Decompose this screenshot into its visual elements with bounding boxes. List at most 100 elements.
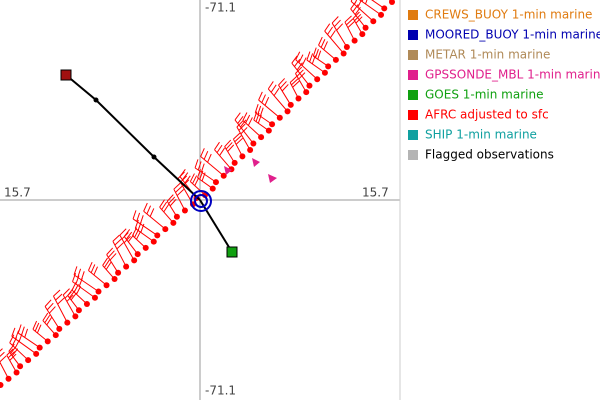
obs-point (162, 226, 169, 233)
barb-feather (216, 144, 223, 153)
barb-feather (261, 94, 266, 103)
barb-feather (318, 36, 323, 46)
barb-feather (179, 169, 186, 177)
barb-staff (119, 234, 135, 261)
barb-feather (331, 16, 339, 24)
barb-feather (292, 80, 300, 88)
barb-feather (203, 150, 209, 160)
barb-staff (62, 294, 76, 317)
legend-swatch (408, 70, 418, 80)
barb-feather (329, 30, 336, 39)
sonde-marker (268, 174, 277, 183)
barb-feather (136, 231, 142, 240)
barb-feather (225, 142, 233, 150)
barb-feather (240, 119, 247, 128)
legend-label: GPSSONDE_MBL 1-min marine (425, 68, 600, 82)
barb-feather (112, 234, 120, 242)
barb-staff (234, 119, 254, 144)
barb-feather (327, 26, 333, 35)
barb-feather (295, 66, 303, 74)
barb-staff (200, 156, 225, 177)
barb-feather (320, 39, 326, 48)
obs-point (250, 140, 257, 147)
barb-feather (134, 219, 139, 229)
barb-feather (123, 235, 131, 244)
barb-feather (32, 320, 38, 330)
barb-staff (17, 332, 40, 349)
obs-point (284, 108, 291, 115)
obs-point (287, 101, 294, 108)
legend-swatch (408, 50, 418, 60)
barb-staff (11, 335, 37, 355)
barb-feather (224, 139, 232, 148)
barb-staff (190, 181, 206, 196)
obs-point (381, 5, 388, 12)
obs-point (103, 282, 110, 289)
barb-feather (88, 262, 93, 271)
barb-staff (291, 62, 310, 86)
barb-staff (194, 167, 217, 183)
legend-swatch (408, 150, 418, 160)
barb-feather (109, 253, 117, 261)
barb-staff (350, 8, 366, 29)
obs-point (340, 50, 347, 57)
barb-feather (159, 199, 166, 208)
obs-point (265, 127, 272, 134)
barb-staff (166, 200, 178, 217)
barb-feather (184, 175, 191, 184)
barb-feather (166, 194, 174, 202)
track-point (151, 154, 157, 160)
barb-staff (132, 235, 147, 249)
barb-feather (9, 334, 15, 343)
barb-feather (294, 58, 301, 67)
barb-feather (149, 208, 155, 217)
obs-point (154, 232, 161, 239)
barb-feather (278, 78, 285, 86)
barb-feather (24, 328, 29, 338)
center-ring (194, 194, 208, 208)
track-line (199, 199, 233, 253)
barb-feather (17, 324, 22, 334)
barb-feather (0, 355, 7, 363)
obs-point (389, 0, 395, 5)
barb-feather (132, 210, 137, 220)
barb-staff (278, 84, 292, 106)
barb-staff (295, 59, 318, 80)
barb-feather (312, 47, 317, 57)
barb-feather (80, 271, 85, 281)
barb-feather (173, 182, 181, 190)
barb-feather (247, 117, 253, 126)
obs-point (247, 146, 254, 153)
barb-feather (46, 302, 54, 311)
barb-staff (72, 281, 96, 299)
barb-feather (257, 105, 262, 115)
barb-staff (324, 30, 345, 54)
barb-feather (48, 306, 56, 314)
barb-feather (146, 205, 152, 215)
obs-point (306, 82, 313, 89)
barb-feather (72, 273, 77, 282)
obs-point (56, 325, 63, 332)
barb-feather (236, 120, 244, 128)
barb-feather (214, 141, 220, 150)
wind-barbs (0, 0, 395, 388)
barb-feather (34, 322, 40, 332)
barb-feather (259, 107, 264, 117)
obs-point (239, 153, 246, 160)
obs-point (303, 89, 310, 96)
barb-feather (291, 78, 299, 86)
barb-feather (106, 247, 114, 255)
sonde-marker (252, 158, 260, 167)
barb-feather (175, 185, 183, 193)
barb-staff (344, 21, 356, 41)
barb-feather (123, 229, 131, 237)
barb-feather (0, 351, 5, 358)
barb-feather (235, 137, 244, 145)
legend-label: AFRC adjusted to sfc (425, 108, 549, 122)
legend-label: METAR 1-min marine (425, 48, 550, 62)
obs-point (134, 251, 141, 258)
obs-point (181, 207, 188, 214)
barb-feather (125, 231, 133, 240)
obs-point (359, 31, 366, 38)
barb-feather (234, 112, 241, 121)
